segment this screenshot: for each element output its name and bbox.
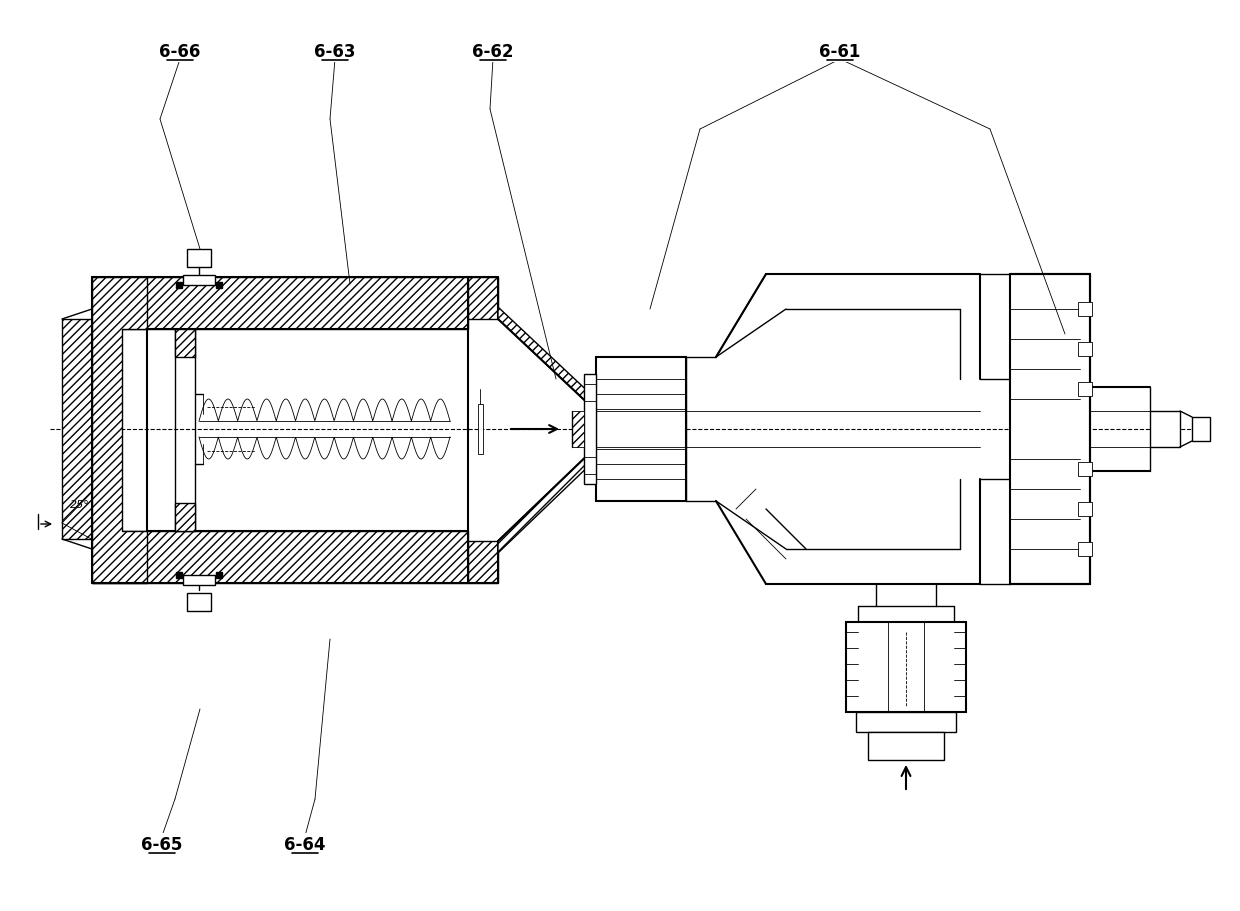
- Bar: [596, 358, 686, 501]
- Text: 6-66: 6-66: [159, 43, 201, 61]
- Polygon shape: [467, 278, 498, 320]
- Polygon shape: [498, 308, 596, 412]
- Polygon shape: [175, 504, 195, 531]
- Bar: [1078, 463, 1092, 476]
- Polygon shape: [572, 412, 584, 447]
- Polygon shape: [92, 278, 148, 583]
- Bar: [187, 593, 211, 611]
- Polygon shape: [92, 278, 467, 330]
- Bar: [584, 374, 596, 485]
- Bar: [184, 576, 215, 586]
- Bar: [1078, 542, 1092, 557]
- Text: 6-63: 6-63: [314, 43, 356, 61]
- Text: 6-62: 6-62: [472, 43, 513, 61]
- Bar: [1078, 503, 1092, 517]
- Text: 6-64: 6-64: [284, 835, 326, 853]
- Polygon shape: [467, 541, 498, 583]
- Text: 6-61: 6-61: [820, 43, 861, 61]
- Text: 6-65: 6-65: [141, 835, 182, 853]
- Bar: [1149, 412, 1180, 447]
- Polygon shape: [175, 330, 195, 358]
- Polygon shape: [92, 531, 467, 583]
- Bar: [856, 712, 956, 732]
- Bar: [1011, 275, 1090, 584]
- Bar: [868, 732, 944, 760]
- Text: 25°: 25°: [69, 499, 89, 509]
- Bar: [477, 404, 484, 455]
- Bar: [1078, 383, 1092, 396]
- Bar: [184, 276, 215, 286]
- Polygon shape: [92, 334, 110, 525]
- Bar: [1078, 343, 1092, 356]
- Bar: [1078, 302, 1092, 317]
- Polygon shape: [62, 320, 92, 539]
- Bar: [187, 250, 211, 268]
- Polygon shape: [498, 447, 596, 553]
- Bar: [1192, 417, 1210, 442]
- Bar: [846, 622, 966, 712]
